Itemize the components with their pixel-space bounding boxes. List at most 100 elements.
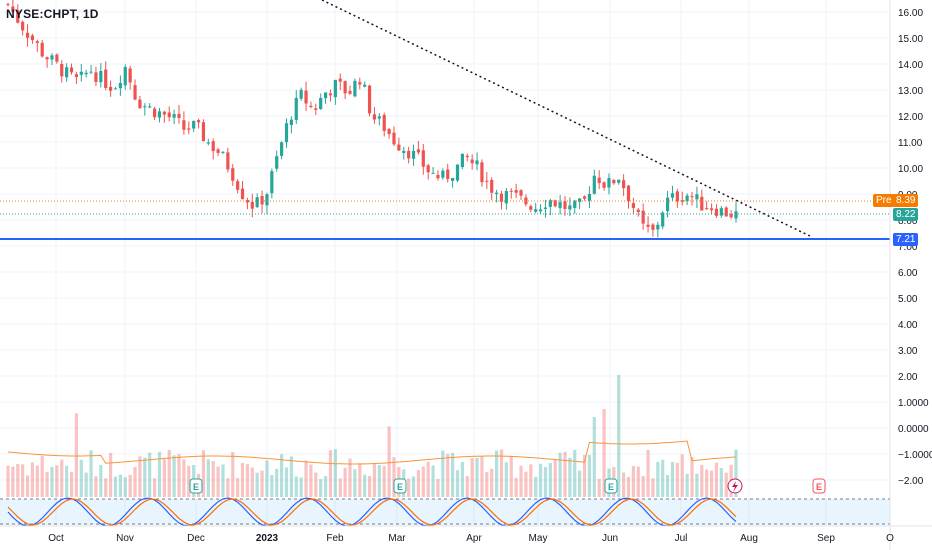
volume-bar bbox=[353, 469, 357, 497]
volume-bar bbox=[734, 449, 738, 497]
candle-body bbox=[172, 114, 176, 118]
candle-body bbox=[460, 153, 464, 168]
candle-body bbox=[240, 188, 245, 200]
trendline[interactable] bbox=[321, 0, 813, 238]
candle-body bbox=[700, 196, 704, 211]
volume-bar bbox=[333, 449, 337, 497]
candle-body bbox=[416, 149, 421, 153]
volume-bar bbox=[436, 478, 440, 497]
candle-body bbox=[319, 97, 323, 110]
candle-body bbox=[641, 210, 645, 224]
volume-bar bbox=[455, 470, 460, 497]
candle-body bbox=[323, 92, 328, 99]
candle-body bbox=[65, 67, 69, 78]
candle-body bbox=[573, 200, 577, 208]
candle-body bbox=[30, 35, 35, 41]
candle-body bbox=[143, 106, 147, 108]
candle-body bbox=[343, 81, 347, 94]
volume-bar bbox=[470, 458, 474, 497]
candle-body bbox=[656, 224, 660, 230]
earnings-marker-label: E bbox=[608, 482, 614, 492]
candle-body bbox=[592, 175, 596, 194]
volume-bar bbox=[538, 463, 543, 497]
earnings-marker[interactable]: E bbox=[393, 478, 407, 494]
volume-bar bbox=[499, 449, 504, 497]
volume-bar bbox=[143, 457, 147, 497]
earnings-marker[interactable]: E bbox=[604, 478, 618, 494]
time-axis-label: May bbox=[529, 533, 548, 544]
volume-bar bbox=[309, 464, 313, 497]
lightning-icon[interactable] bbox=[727, 478, 743, 494]
price-tick-label: 6.00 bbox=[898, 268, 918, 279]
candle-body bbox=[602, 182, 606, 188]
earnings-marker[interactable]: E bbox=[812, 478, 826, 494]
candle-body bbox=[636, 209, 640, 213]
candle-body bbox=[480, 162, 484, 183]
candle-body bbox=[162, 111, 166, 115]
candle-body bbox=[734, 211, 738, 219]
volume-bar bbox=[646, 449, 650, 497]
volume-bar bbox=[431, 465, 435, 497]
volume-bar bbox=[60, 459, 64, 497]
volume-bar bbox=[69, 471, 74, 497]
price-tick-label: −2.00 bbox=[898, 476, 924, 487]
volume-bar bbox=[338, 478, 342, 497]
candle-body bbox=[25, 32, 30, 38]
earnings-marker[interactable]: E bbox=[189, 478, 203, 494]
candle-body bbox=[157, 111, 162, 118]
time-axis-label: Aug bbox=[740, 533, 758, 544]
volume-bar bbox=[426, 461, 430, 497]
volume-bar bbox=[50, 466, 54, 497]
candle-body bbox=[21, 21, 25, 31]
symbol-label[interactable]: NYSE:CHPT, 1D bbox=[6, 7, 99, 21]
candle-body bbox=[123, 66, 127, 86]
candle-body bbox=[382, 114, 386, 131]
volume-bar bbox=[690, 456, 694, 497]
candle-body bbox=[192, 120, 196, 129]
volume-bar bbox=[641, 476, 645, 497]
candle-body bbox=[446, 169, 450, 179]
candle-body bbox=[675, 191, 679, 202]
volume-bar bbox=[651, 478, 655, 497]
price-tick-label: −1.0000 bbox=[898, 450, 932, 461]
volume-bar bbox=[201, 450, 206, 497]
candle-body bbox=[128, 68, 132, 83]
candle-body bbox=[255, 197, 259, 208]
candle-body bbox=[50, 55, 54, 60]
volume-bar bbox=[304, 460, 308, 497]
candle-body bbox=[411, 150, 416, 159]
volume-bar bbox=[221, 464, 225, 497]
volume-bar bbox=[661, 459, 665, 497]
candle-body bbox=[152, 108, 157, 118]
candle-body bbox=[558, 202, 562, 208]
candle-body bbox=[79, 71, 83, 75]
candle-body bbox=[206, 142, 210, 144]
candle-body bbox=[553, 200, 557, 207]
volume-bar bbox=[680, 454, 684, 497]
candle-body bbox=[314, 108, 318, 110]
volume-bar bbox=[411, 476, 416, 497]
pre-market-label-tag: Pre bbox=[873, 194, 895, 207]
candle-body bbox=[617, 179, 621, 183]
candle-body bbox=[729, 214, 733, 218]
candle-body bbox=[216, 149, 220, 153]
candle-body bbox=[441, 170, 445, 178]
candle-body bbox=[60, 63, 64, 77]
candle-body bbox=[646, 224, 650, 227]
candle-body bbox=[670, 193, 675, 198]
candle-body bbox=[231, 168, 235, 181]
volume-bar bbox=[441, 450, 445, 497]
price-tick-label: 0.0000 bbox=[898, 424, 929, 435]
volume-bar bbox=[582, 455, 587, 497]
volume-bar bbox=[104, 478, 108, 497]
horizontal-level-tag[interactable]: 7.21 bbox=[893, 233, 919, 246]
volume-bar bbox=[148, 452, 152, 497]
candle-body bbox=[299, 89, 303, 99]
volume-bar bbox=[519, 465, 523, 497]
volume-bar bbox=[587, 454, 592, 497]
candle-body bbox=[451, 177, 455, 181]
time-axis-label: O bbox=[886, 533, 894, 544]
candle-body bbox=[714, 208, 719, 216]
volume-bar bbox=[451, 452, 455, 497]
